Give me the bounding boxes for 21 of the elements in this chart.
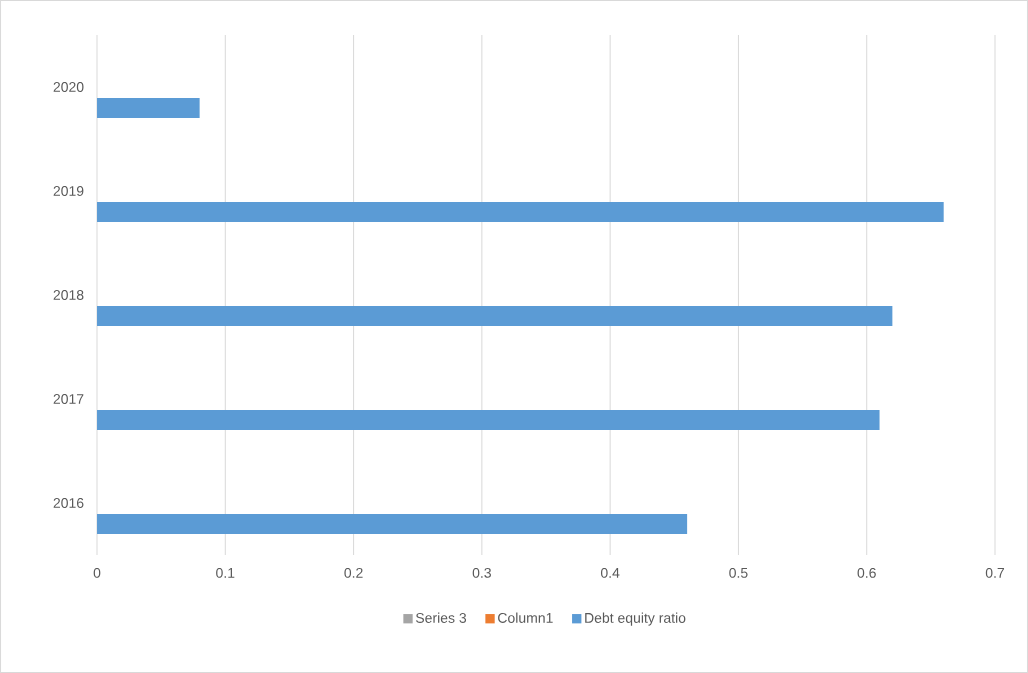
x-tick-label: 0 <box>93 567 101 578</box>
x-tick-label: 0.6 <box>857 567 876 578</box>
bar <box>97 409 880 430</box>
bar <box>97 201 944 222</box>
y-tick-label: 2018 <box>53 290 84 300</box>
legend-label: Series 3 <box>415 612 467 623</box>
y-tick-label: 2017 <box>53 394 84 404</box>
x-tick-label: 0.2 <box>344 567 363 578</box>
x-tick-label: 0.4 <box>600 567 620 578</box>
y-tick-label: 2019 <box>53 186 84 196</box>
y-tick-label: 2020 <box>53 82 84 92</box>
legend-label: Debt equity ratio <box>585 612 686 626</box>
y-tick-label: 2016 <box>53 498 84 508</box>
x-tick-label: 0.7 <box>985 567 1005 578</box>
x-tick-label: 0.1 <box>216 567 235 578</box>
bar <box>97 513 688 534</box>
x-tick-label: 0.3 <box>472 567 491 578</box>
legend-label: Column1 <box>498 612 553 623</box>
bar <box>97 305 893 326</box>
bar <box>97 97 200 118</box>
x-tick-label: 0.5 <box>729 567 748 578</box>
